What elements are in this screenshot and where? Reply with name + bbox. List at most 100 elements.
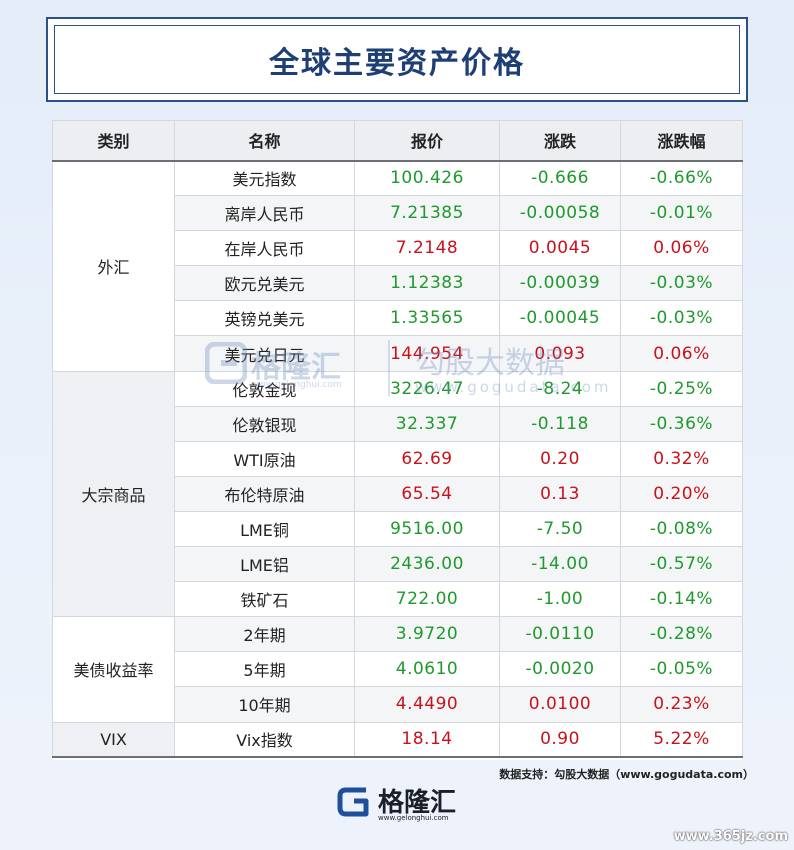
footer-logo: 格隆汇 www.gelonghui.com — [336, 782, 466, 826]
price-cell: 18.14 — [354, 721, 500, 759]
table-row: 布伦特原油 65.54 0.13 0.20% — [53, 475, 743, 512]
price-cell: 32.337 — [354, 405, 500, 442]
table-row: LME铜 9516.00 -7.50 -0.08% — [53, 510, 743, 548]
header-change-pct: 涨跌幅 — [620, 120, 743, 162]
asset-name-cell: 英镑兑美元 — [174, 300, 355, 337]
change-pct-cell: 0.06% — [620, 335, 743, 372]
change-pct-cell: -0.14% — [620, 581, 743, 618]
change-cell: -0.666 — [499, 159, 621, 197]
change-cell: -0.00058 — [499, 195, 621, 232]
asset-name-cell: 美元兑日元 — [174, 335, 355, 372]
table-row: 外汇 美元指数 100.426 -0.666 -0.66% — [52, 159, 743, 372]
corner-watermark: www.365jz.com — [673, 829, 788, 844]
price-cell: 9516.00 — [354, 510, 500, 548]
header-price: 报价 — [354, 120, 500, 162]
change-cell: -0.118 — [499, 405, 621, 442]
data-source-note: 数据支持：勾股大数据（www.gogudata.com） — [499, 768, 754, 781]
change-pct-cell: -0.36% — [620, 405, 743, 442]
change-cell: -14.00 — [499, 546, 621, 583]
table-row: 铁矿石 722.00 -1.00 -0.14% — [53, 581, 743, 618]
change-cell: -0.00039 — [499, 265, 621, 302]
price-cell: 7.21385 — [354, 195, 500, 232]
table-body: 外汇 美元指数 100.426 -0.666 -0.66% 离岸人民币 7.21385 -0.… — [52, 159, 743, 759]
footer-brand: 格隆汇 — [378, 788, 457, 818]
change-pct-cell: -0.03% — [620, 265, 743, 302]
change-pct-cell: 0.23% — [620, 686, 743, 723]
price-cell: 1.33565 — [354, 300, 500, 337]
change-cell: -0.00045 — [499, 300, 621, 337]
asset-name-cell: 2年期 — [174, 616, 355, 653]
category-cell: 外汇 — [52, 160, 175, 372]
table-header-row: 类别 名称 报价 涨跌 涨跌幅 — [52, 120, 743, 162]
change-cell: 0.0100 — [499, 686, 621, 723]
table-row: 欧元兑美元 1.12383 -0.00039 -0.03% — [53, 265, 743, 302]
asset-name-cell: WTI原油 — [174, 440, 355, 477]
change-cell: -7.50 — [499, 510, 621, 548]
asset-name-cell: 离岸人民币 — [174, 195, 355, 232]
table-row: 5年期 4.0610 -0.0020 -0.05% — [53, 651, 743, 688]
table-row: 大宗商品 伦敦金现 3226.47 -8.24 -0.25% — [52, 370, 743, 618]
table-row: 在岸人民币 7.2148 0.0045 0.06% — [53, 230, 743, 267]
change-pct-cell: -0.03% — [620, 300, 743, 337]
asset-name-cell: 欧元兑美元 — [174, 265, 355, 302]
asset-name-cell: 伦敦金现 — [174, 370, 355, 407]
title-inner-frame: 全球主要资产价格 — [54, 25, 740, 94]
price-cell: 2436.00 — [354, 546, 500, 583]
change-cell: -0.0020 — [499, 651, 621, 688]
category-cell: VIX — [52, 721, 175, 759]
change-pct-cell: 5.22% — [620, 721, 743, 759]
change-cell: 0.90 — [499, 721, 621, 759]
asset-name-cell: 5年期 — [174, 651, 355, 688]
table-row: 美元兑日元 144.954 0.093 0.06% — [53, 335, 743, 372]
header-category: 类别 — [52, 120, 175, 162]
change-pct-cell: 0.06% — [620, 230, 743, 267]
header-change: 涨跌 — [499, 120, 621, 162]
change-cell: 0.13 — [499, 475, 621, 512]
table-row: 英镑兑美元 1.33565 -0.00045 -0.03% — [53, 300, 743, 337]
footer-url: www.gelonghui.com — [378, 814, 449, 822]
price-cell: 722.00 — [354, 581, 500, 618]
change-pct-cell: 0.32% — [620, 440, 743, 477]
price-cell: 4.4490 — [354, 686, 500, 723]
page-title: 全球主要资产价格 — [269, 45, 525, 81]
header-name: 名称 — [174, 120, 355, 162]
asset-name-cell: 布伦特原油 — [174, 475, 355, 512]
change-pct-cell: -0.28% — [620, 616, 743, 653]
price-cell: 3.9720 — [354, 616, 500, 653]
asset-name-cell: LME铜 — [174, 510, 355, 548]
change-pct-cell: 0.20% — [620, 475, 743, 512]
asset-price-table: 类别 名称 报价 涨跌 涨跌幅 外汇 美元指数 100.426 -0.666 -0.66… — [52, 120, 743, 759]
table-row: 美债收益率 2年期 3.9720 -0.0110 -0.28% — [52, 616, 743, 723]
price-cell: 65.54 — [354, 475, 500, 512]
title-frame: 全球主要资产价格 — [46, 17, 748, 102]
change-cell: -8.24 — [499, 370, 621, 407]
category-cell: 大宗商品 — [52, 370, 175, 618]
asset-name-cell: 铁矿石 — [174, 581, 355, 618]
price-cell: 1.12383 — [354, 265, 500, 302]
change-pct-cell: -0.08% — [620, 510, 743, 548]
asset-name-cell: 在岸人民币 — [174, 230, 355, 267]
asset-name-cell: 美元指数 — [174, 159, 355, 197]
asset-name-cell: Vix指数 — [174, 721, 355, 759]
change-pct-cell: -0.57% — [620, 546, 743, 583]
price-cell: 3226.47 — [354, 370, 500, 407]
change-pct-cell: -0.25% — [620, 370, 743, 407]
asset-name-cell: LME铝 — [174, 546, 355, 583]
change-cell: -1.00 — [499, 581, 621, 618]
asset-name-cell: 10年期 — [174, 686, 355, 723]
table-row: VIX Vix指数 18.14 0.90 5.22% — [52, 721, 743, 759]
change-pct-cell: -0.66% — [620, 159, 743, 197]
category-cell: 美债收益率 — [52, 616, 175, 723]
change-pct-cell: -0.01% — [620, 195, 743, 232]
gelonghui-logo-icon — [337, 787, 369, 817]
price-cell: 4.0610 — [354, 651, 500, 688]
change-cell: -0.0110 — [499, 616, 621, 653]
change-cell: 0.0045 — [499, 230, 621, 267]
change-pct-cell: -0.05% — [620, 651, 743, 688]
price-cell: 7.2148 — [354, 230, 500, 267]
table-row: 离岸人民币 7.21385 -0.00058 -0.01% — [53, 195, 743, 232]
price-cell: 62.69 — [354, 440, 500, 477]
asset-name-cell: 伦敦银现 — [174, 405, 355, 442]
asset-price-table-container: 类别 名称 报价 涨跌 涨跌幅 外汇 美元指数 100.426 -0.666 -0.66… — [52, 120, 743, 760]
price-cell: 144.954 — [354, 335, 500, 372]
